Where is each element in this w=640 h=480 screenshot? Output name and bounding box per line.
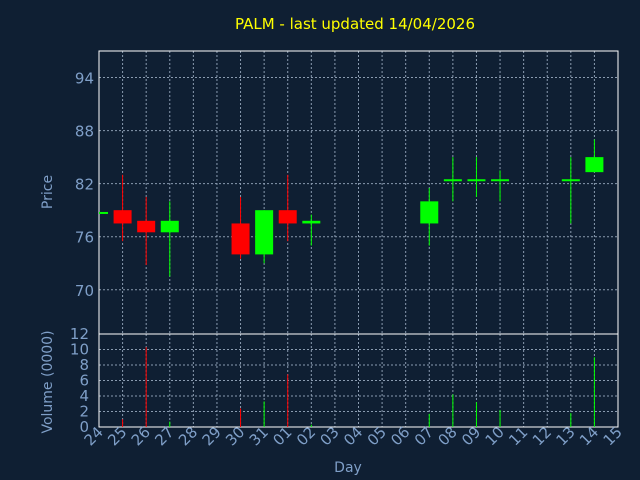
candle-body [443,179,462,182]
candle [561,157,580,224]
candle [302,214,321,246]
volume-plot-border [98,333,619,428]
x-axis-label: Day [334,460,362,476]
candle [443,157,462,202]
volume-tick-label: 12 [70,325,89,343]
price-tick-label: 76 [75,229,94,247]
candle-body [467,179,486,182]
candle [231,196,250,259]
candle-body [255,210,274,255]
candle [585,139,604,173]
candle-body [491,179,510,182]
volume-tick-label: 2 [79,403,89,421]
volume-tick-label: 10 [70,341,89,359]
candle-body [160,220,179,233]
candle-body [231,223,250,255]
candle [160,201,179,277]
candle-body [99,211,108,214]
price-tick-label: 70 [75,282,94,300]
candle-body [113,210,132,224]
volume-axis-label: Volume (0000) [40,330,56,433]
candle-body [561,179,580,182]
candle [278,174,297,242]
candle [113,174,132,242]
candle-body [420,201,439,224]
candle-body [137,220,156,233]
candle [255,210,274,264]
volume-tick-label: 8 [79,356,89,374]
price-tick-label: 82 [75,176,94,194]
x-axis-ticks: 2425262728293031010203040506070809101112… [81,423,626,449]
candle [420,188,439,246]
volume-tick-label: 0 [79,418,89,436]
chart-title: PALM - last updated 14/04/2026 [235,15,475,33]
price-tick-label: 94 [75,70,94,88]
volume-tick-label: 4 [79,387,89,405]
price-axis-label: Price [40,175,56,209]
price-tick-label: 88 [75,123,94,141]
candle-body [585,157,604,173]
candle-body [278,210,297,224]
candle [99,211,108,214]
candle [491,170,510,202]
candle-body [302,220,321,224]
candle [137,196,156,266]
price-panel: 94 88 82 76 70 [75,50,619,335]
volume-tick-label: 6 [79,372,89,390]
candle [467,157,486,197]
